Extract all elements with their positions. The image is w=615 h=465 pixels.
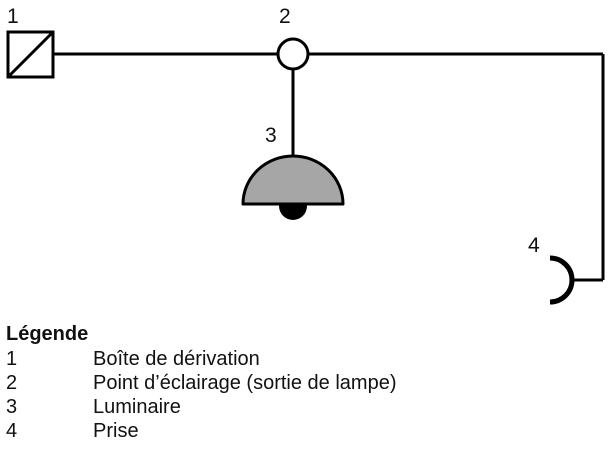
callout-2: 2 xyxy=(279,5,291,28)
legend-item-number: 4 xyxy=(6,420,18,442)
wires xyxy=(53,52,605,282)
legend-title: Légende xyxy=(6,323,89,345)
callout-1: 1 xyxy=(7,5,19,28)
lamp-shade xyxy=(241,154,345,206)
legend-item: 4 Prise xyxy=(6,419,606,443)
callout-3: 3 xyxy=(265,124,277,147)
legend-item: 3 Luminaire xyxy=(6,395,606,419)
legend-item-label: Boîte de dérivation xyxy=(93,348,260,370)
junction-box-symbol xyxy=(6,30,55,79)
lighting-point-symbol xyxy=(276,37,310,71)
legend: Légende 1 Boîte de dérivation 2 Point d’… xyxy=(6,322,606,443)
legend-item-number: 3 xyxy=(6,396,18,418)
legend-item-label: Point d’éclairage (sortie de lampe) xyxy=(93,372,397,394)
legend-item-label: Prise xyxy=(93,420,139,442)
socket-symbol xyxy=(549,255,575,305)
legend-item: 2 Point d’éclairage (sortie de lampe) xyxy=(6,371,606,395)
legend-item-number: 2 xyxy=(6,372,18,394)
legend-item: 1 Boîte de dérivation xyxy=(6,347,606,371)
wiring-diagram: 1 2 3 4 xyxy=(6,5,605,305)
callout-4: 4 xyxy=(528,234,540,257)
luminaire-symbol xyxy=(241,154,345,220)
legend-item-number: 1 xyxy=(6,348,18,370)
legend-item-label: Luminaire xyxy=(93,396,181,418)
